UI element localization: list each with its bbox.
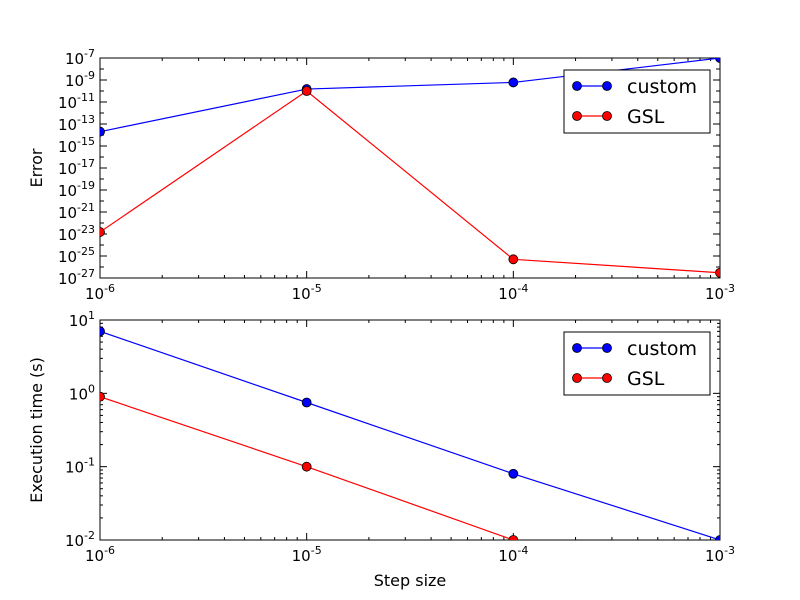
y-axis-label: Error <box>27 148 46 187</box>
x-tick-label: 10-5 <box>292 282 322 303</box>
data-point-gsl <box>301 86 312 96</box>
data-point-custom <box>508 77 519 88</box>
time-chart: 10-6 10-5 10-4 10-3 10-2 10-1 100 101 Execution … <box>27 309 735 590</box>
data-point-custom <box>100 326 105 337</box>
y-axis-label: Execution time (s) <box>27 357 46 503</box>
x-tick-label: 10-4 <box>498 282 528 303</box>
plot-area <box>100 326 720 540</box>
x-tick-label: 10-4 <box>498 544 528 565</box>
y-tick-label: 100 <box>69 382 95 403</box>
legend-marker <box>602 111 612 121</box>
x-tick-label: 10-3 <box>705 544 735 565</box>
y-tick-label: 10-15 <box>58 135 95 156</box>
series-line-gsl <box>100 90 720 274</box>
y-tick-label: 10-19 <box>58 179 95 200</box>
legend-marker <box>602 343 612 353</box>
series-line-gsl <box>100 396 516 540</box>
y-tick-label: 10-1 <box>65 456 95 477</box>
y-tick-label: 10-21 <box>58 201 95 222</box>
legend-marker <box>572 373 582 383</box>
series-line-custom <box>100 330 720 540</box>
data-point-custom <box>715 535 720 540</box>
x-tick-label: 10-6 <box>85 544 115 565</box>
y-tick-label: 10-13 <box>58 113 95 134</box>
data-point-gsl <box>508 254 519 265</box>
y-tick-label: 10-25 <box>58 245 95 266</box>
x-tick-label: 10-6 <box>85 282 115 303</box>
y-tick-label: 10-11 <box>58 91 95 112</box>
legend-marker <box>572 81 582 91</box>
y-tick-label: 10-2 <box>65 529 95 550</box>
y-tick-label: 10-27 <box>58 267 95 288</box>
legend-box <box>563 69 711 134</box>
data-point-custom <box>301 397 312 408</box>
x-tick-label: 10-3 <box>705 282 735 303</box>
legend-label: custom <box>627 76 697 98</box>
y-tick-label: 10-7 <box>65 47 95 68</box>
error-chart: 10-6 10-5 10-4 10-310-2710-2510-2310-2110-1… <box>27 47 735 303</box>
legend-marker <box>602 373 612 383</box>
data-point-gsl <box>301 461 312 472</box>
legend-label: GSL <box>627 368 665 390</box>
legend-box <box>563 331 711 396</box>
data-point-gsl <box>715 267 720 278</box>
x-tick-label: 10-5 <box>292 544 322 565</box>
legend-label: GSL <box>627 106 665 128</box>
data-point-custom <box>100 126 105 137</box>
data-point-gsl <box>100 391 105 402</box>
legend-marker <box>602 81 612 91</box>
y-tick-label: 101 <box>69 309 95 330</box>
legend: custom GSL <box>563 69 711 134</box>
data-point-custom <box>508 468 519 479</box>
y-tick-label: 10-23 <box>58 223 95 244</box>
legend-marker <box>572 111 582 121</box>
y-tick-label: 10-17 <box>58 157 95 178</box>
data-point-custom <box>715 58 720 63</box>
legend-label: custom <box>627 338 697 360</box>
data-point-gsl <box>100 227 105 237</box>
y-tick-label: 10-9 <box>65 69 95 90</box>
legend-marker <box>572 343 582 353</box>
data-point-gsl <box>508 535 519 540</box>
legend: custom GSL <box>563 331 711 396</box>
x-axis-label: Step size <box>374 571 447 590</box>
